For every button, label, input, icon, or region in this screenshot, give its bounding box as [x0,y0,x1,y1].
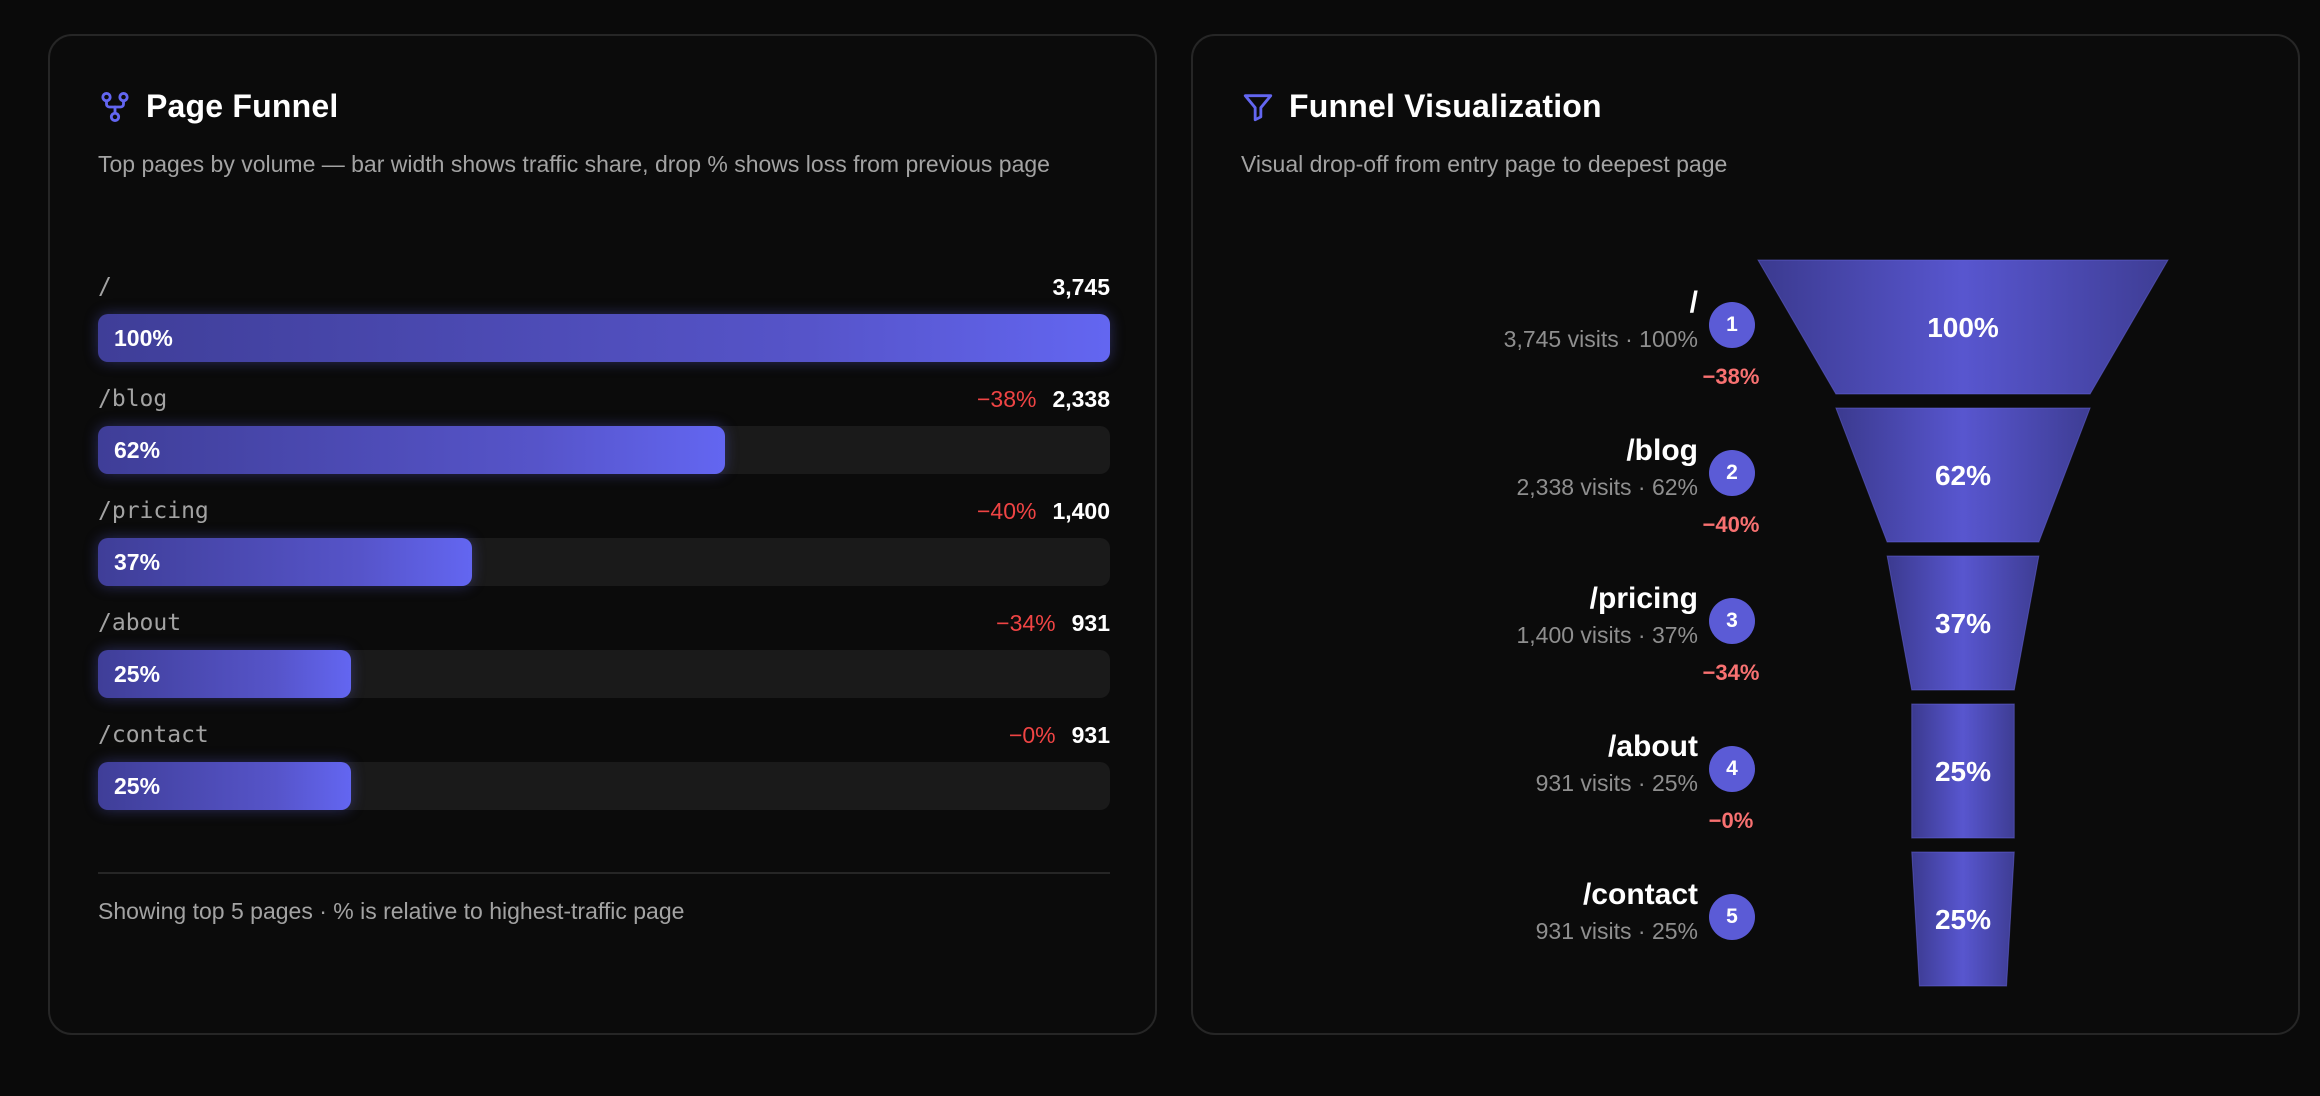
stage-number-badge: 3 [1709,598,1755,644]
row-stats: −38% 2,338 [977,386,1110,413]
page-funnel-header: Page Funnel [98,88,338,125]
funnel-row: /about −34% 931 25% [98,610,1110,722]
bar-fill [98,762,351,810]
funnel-segment [1911,703,2015,839]
stage-number-badge: 2 [1709,450,1755,496]
stage-meta: 3,745 visits · 100% [1503,326,1698,352]
stage-path: /about [1608,730,1698,763]
funnel-segment [1886,555,2040,691]
bar-percent-label: 37% [114,549,161,575]
bar-fill [98,426,726,474]
bar-track: 37% [98,538,1110,586]
funnel-visualization-title: Funnel Visualization [1289,88,1602,124]
row-path: /about [98,610,182,636]
bar-percent-label: 100% [114,325,173,351]
funnel-branch-icon [101,91,129,122]
bar-fill [98,314,1110,362]
row-path: /pricing [98,498,209,524]
stage-drop: −40% [1702,512,1760,537]
row-drop: −0% [1008,722,1056,748]
row-path: / [98,274,112,300]
stage-meta: 1,400 visits · 37% [1516,622,1698,648]
bar-track: 100% [98,314,1110,362]
row-drop: −34% [996,610,1056,636]
stage-meta: 931 visits · 25% [1535,770,1698,796]
stage-meta: 2,338 visits · 62% [1516,474,1698,500]
funnel-visualization-description: Visual drop-off from entry page to deepe… [1241,151,1728,177]
funnel-row: /pricing −40% 1,400 37% [98,498,1110,610]
funnel-segment-label: 25% [1935,904,1991,935]
stage-path: /contact [1582,878,1698,911]
funnel-chart: 100% 62% 37% 25% 25% [1757,259,2169,987]
row-stats: −0% 931 [1009,722,1110,749]
row-stats: 3,745 [1052,274,1110,301]
row-count: 931 [1071,722,1110,748]
row-count: 3,745 [1052,274,1110,300]
funnel-segment [1835,407,2091,543]
stage-number-badge: 1 [1709,302,1755,348]
bar-track: 25% [98,762,1110,810]
bar-percent-label: 25% [114,661,161,687]
row-count: 1,400 [1052,498,1110,524]
row-count: 2,338 [1052,386,1110,412]
stage-number-badge: 4 [1709,746,1755,792]
row-path: /contact [98,722,209,748]
row-count: 931 [1071,610,1110,636]
funnel-stage-label: /contact 931 visits · 25% [1536,878,1698,945]
stage-drop: −34% [1702,660,1760,685]
bar-percent-label: 25% [114,773,161,799]
filter-icon [1243,93,1273,121]
page-funnel-title: Page Funnel [146,88,339,124]
funnel-stage-label: /pricing 1,400 visits · 37% [1516,582,1698,649]
stage-meta: 931 visits · 25% [1535,918,1698,944]
funnel-row: /contact −0% 931 25% [98,722,1110,834]
funnel-segment-label: 25% [1935,756,1991,787]
page-funnel-list: / 3,745 100% /blog −38% 2,338 62% /pricing −40% 1… [98,274,1110,834]
bar-track: 62% [98,426,1110,474]
page-funnel-description: Top pages by volume — bar width shows tr… [98,151,1050,177]
row-path: /blog [98,386,168,412]
stage-path: /blog [1626,434,1698,467]
funnel-segment-label: 37% [1935,608,1991,639]
bar-fill [98,650,351,698]
page-funnel-card: Page Funnel Top pages by volume — bar wi… [48,34,1157,1035]
bar-track: 25% [98,650,1110,698]
funnel-stage-label: /blog 2,338 visits · 62% [1516,434,1698,501]
funnel-stage-label: /about 931 visits · 25% [1536,730,1698,797]
funnel-segment-label: 100% [1927,312,1999,343]
funnel-segment-label: 62% [1935,460,1991,491]
funnel-row: /blog −38% 2,338 62% [98,386,1110,498]
funnel-segment [1911,851,2015,987]
funnel-segment [1757,259,2169,395]
stage-path: / [1689,286,1698,319]
stage-path: /pricing [1589,582,1698,615]
row-drop: −38% [976,386,1037,412]
row-stats: −34% 931 [996,610,1110,637]
funnel-row: / 3,745 100% [98,274,1110,386]
stage-number-badge: 5 [1709,894,1755,940]
funnel-stage-label: / 3,745 visits · 100% [1504,286,1698,353]
bar-percent-label: 62% [114,437,161,463]
page-funnel-footer: Showing top 5 pages · % is relative to h… [98,898,685,924]
divider [98,872,1110,874]
row-stats: −40% 1,400 [977,498,1110,525]
bar-fill [98,538,473,586]
stage-drop: −0% [1708,808,1754,833]
row-drop: −40% [976,498,1037,524]
funnel-visualization-card: Funnel Visualization Visual drop-off fro… [1191,34,2300,1035]
stage-drop: −38% [1702,364,1760,389]
funnel-visualization-header: Funnel Visualization [1241,88,1602,125]
